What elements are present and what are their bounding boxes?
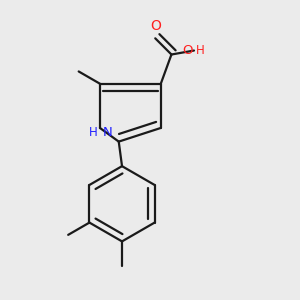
Text: H: H [88,126,97,139]
Text: O: O [182,44,192,57]
Text: O: O [150,20,161,33]
Text: N: N [103,126,112,139]
Text: H: H [196,44,204,57]
